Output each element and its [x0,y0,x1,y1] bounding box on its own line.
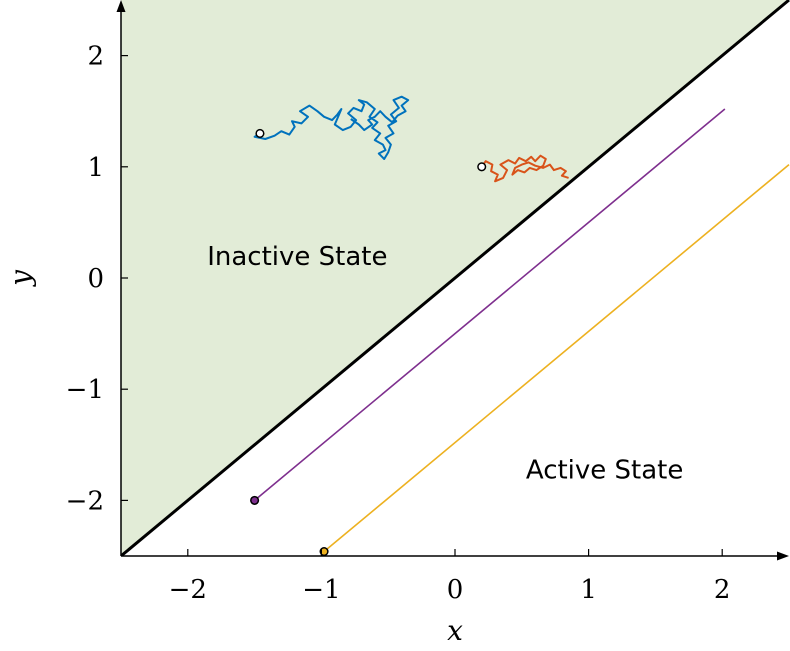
marker-layer [250,128,487,557]
start-marker-4 [477,162,487,172]
start-marker-3 [255,128,265,138]
random-walk-layer [253,95,569,183]
x-tick-label: −2 [169,575,207,605]
trajectory-line-1 [254,108,726,502]
axes-layer [116,0,789,561]
text-layer: −2 −1 0 1 2 −2 −1 0 1 2 x y Inactive State Active Sta… [4,42,730,647]
y-axis-label: y [4,269,37,288]
y-tick-label: −2 [66,486,104,516]
boundary-layer [121,0,790,556]
x-tick-label: −1 [302,575,340,605]
y-tick-label: 0 [87,264,104,294]
random-walk-3 [253,95,410,160]
start-marker-1 [250,495,260,505]
y-tick-label: −1 [66,375,104,405]
x-tick-label: 0 [447,575,464,605]
boundary-line [121,0,790,556]
x-axis-label: x [447,614,463,647]
y-tick-label: 2 [87,42,104,72]
x-tick-label: 1 [580,575,597,605]
series-layer [254,108,790,553]
x-axis-arrow [777,551,789,561]
random-walk-4 [480,154,569,183]
active-state-label: Active State [526,455,684,485]
trajectory-line-2 [323,163,790,553]
x-tick-label: 2 [714,575,731,605]
inactive-state-label: Inactive State [207,242,387,272]
y-axis-arrow [116,0,126,12]
y-tick-label: 1 [87,153,104,183]
